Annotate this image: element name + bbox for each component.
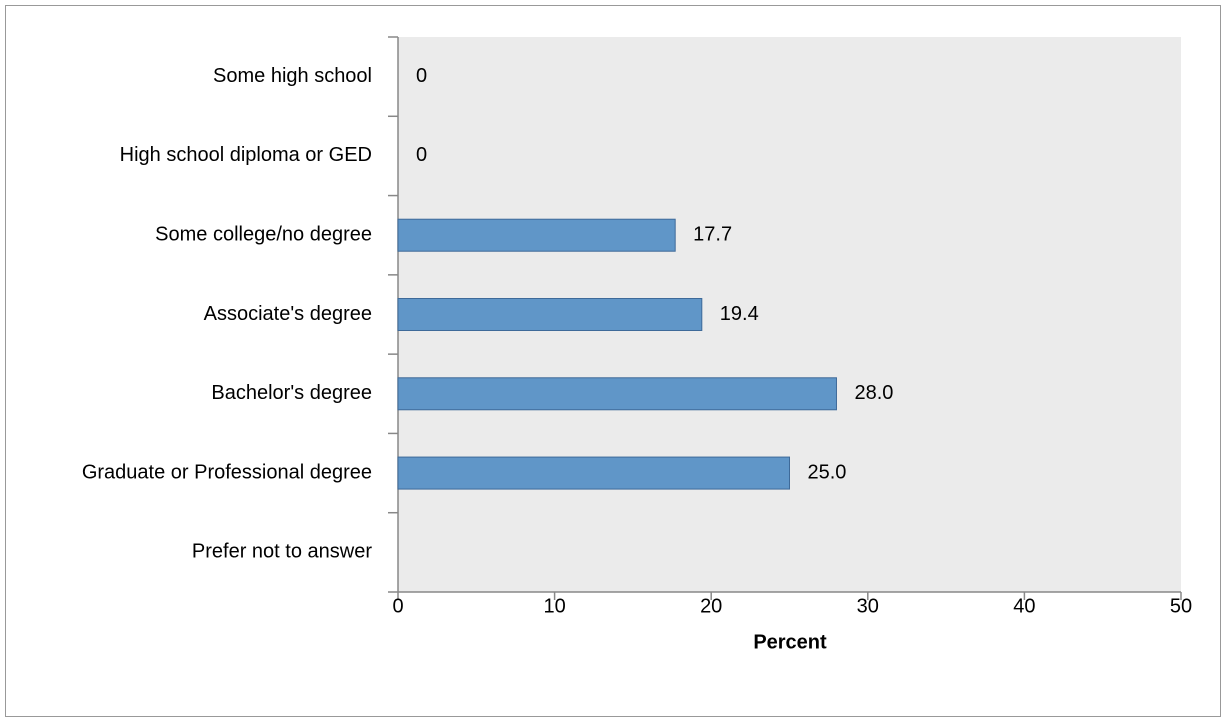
- data-label: 25.0: [808, 461, 847, 483]
- x-tick-label: 0: [392, 595, 403, 617]
- y-tick-label: Bachelor's degree: [211, 382, 372, 404]
- x-axis-title: Percent: [753, 631, 827, 653]
- y-tick-label: High school diploma or GED: [120, 144, 372, 166]
- data-label: 17.7: [693, 223, 732, 245]
- x-tick-label: 10: [543, 595, 565, 617]
- bar: [397, 218, 676, 252]
- x-tick-label: 30: [857, 595, 879, 617]
- y-tick-label: Graduate or Professional degree: [82, 461, 372, 483]
- data-label: 0: [416, 144, 427, 166]
- x-tick-label: 20: [700, 595, 722, 617]
- y-tick-label: Some high school: [213, 65, 372, 87]
- data-label: 19.4: [720, 303, 759, 325]
- y-tick-label: Some college/no degree: [155, 223, 372, 245]
- data-label: 0: [416, 65, 427, 87]
- bar: [397, 456, 790, 490]
- y-tick-label: Associate's degree: [204, 303, 372, 325]
- y-tick-label: Prefer not to answer: [192, 541, 372, 563]
- x-tick-label: 40: [1013, 595, 1035, 617]
- x-tick-label: 50: [1170, 595, 1192, 617]
- bar: [397, 298, 703, 331]
- data-label: 28.0: [854, 382, 893, 404]
- bar: [397, 377, 837, 411]
